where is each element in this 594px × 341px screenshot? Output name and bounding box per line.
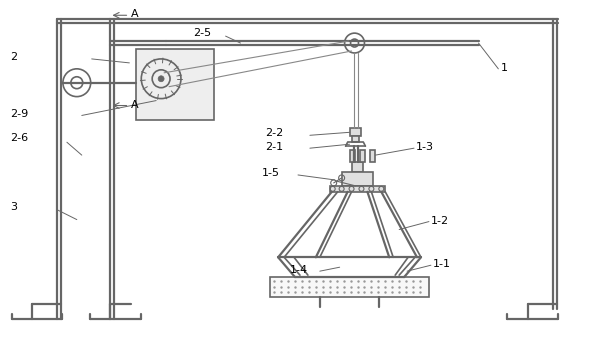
Text: 2: 2 (10, 52, 17, 62)
Bar (270, 277, 429, 297)
Bar (352, 136, 359, 142)
Bar (349, 128, 362, 136)
Circle shape (158, 76, 164, 82)
Bar (330, 186, 386, 192)
Text: 2-5: 2-5 (193, 28, 211, 38)
Text: 1-2: 1-2 (431, 216, 449, 226)
Text: A: A (131, 100, 139, 109)
Bar (342, 172, 374, 186)
Text: 1: 1 (500, 63, 507, 73)
Bar (349, 150, 355, 162)
Text: 2-1: 2-1 (266, 142, 283, 152)
Bar (136, 49, 214, 120)
Text: 2-9: 2-9 (10, 109, 29, 119)
Text: A: A (131, 9, 139, 19)
Text: 1-1: 1-1 (433, 259, 451, 269)
Text: 1-5: 1-5 (263, 168, 280, 178)
Text: 2-6: 2-6 (10, 133, 29, 143)
Text: 3: 3 (10, 202, 17, 212)
Text: 1-4: 1-4 (290, 265, 308, 275)
Bar (371, 150, 375, 162)
Bar (352, 162, 364, 172)
Bar (361, 150, 365, 162)
Text: 1-3: 1-3 (416, 142, 434, 152)
Text: 2-2: 2-2 (266, 128, 283, 138)
